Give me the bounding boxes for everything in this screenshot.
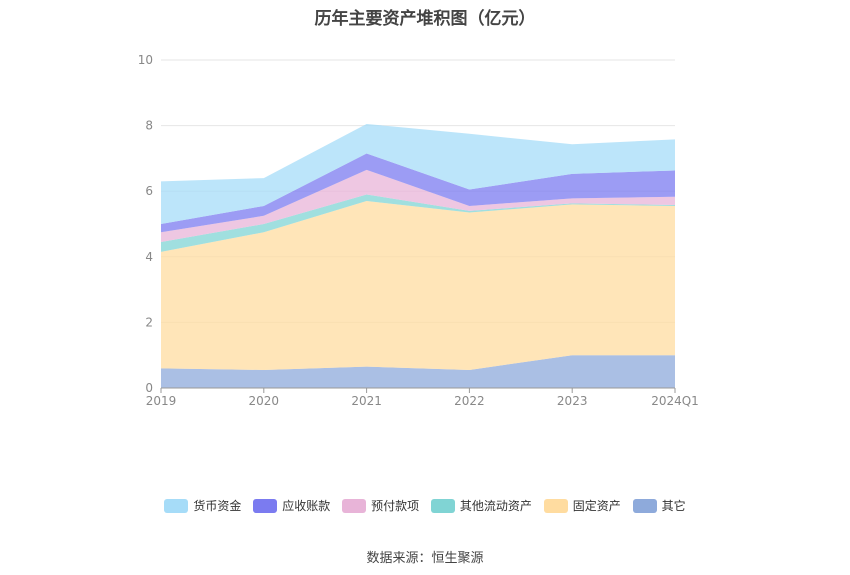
legend-item-fixed-assets[interactable]: 固定资产 [543,497,621,514]
legend-swatch-cash [164,498,189,513]
area-series-0 [161,355,675,388]
legend-label-fixed-assets: 固定资产 [572,499,621,513]
legend-swatch-receivables [253,498,278,513]
y-tick-label: 10 [138,53,153,67]
y-tick-label: 0 [145,381,153,395]
area-series-2 [161,194,675,252]
legend-swatch-prepayments [342,498,367,513]
x-tick-label: 2021 [351,394,382,408]
x-tick-label: 2023 [557,394,588,408]
legend-label-cash: 货币资金 [193,499,242,513]
legend-label-prepayments: 预付款项 [371,499,420,513]
area-series-1 [161,201,675,370]
source-note: 数据来源：恒生聚源 [366,551,484,566]
legend-item-other-current[interactable]: 其他流动资产 [430,497,532,514]
area-series-5 [161,123,675,224]
y-tick-label: 4 [145,250,153,264]
legend-item-receivables[interactable]: 应收账款 [253,497,330,514]
legend-item-prepayments[interactable]: 预付款项 [342,497,419,514]
legend-item-cash[interactable]: 货币资金 [164,497,241,514]
y-tick-label: 2 [145,315,153,329]
x-tick-label: 2022 [454,394,485,408]
legend-label-receivables: 应收账款 [282,499,331,513]
y-tick-label: 6 [145,184,153,198]
legend-swatch-other [632,498,657,513]
legend-swatch-other-current [430,498,455,513]
legend-item-other[interactable]: 其它 [632,497,686,514]
x-tick-label: 2020 [249,394,280,408]
legend-swatch-fixed-assets [543,498,568,513]
chart-title: 历年主要资产堆积图（亿元） [314,9,536,29]
y-tick-label: 8 [145,119,153,133]
legend-label-other: 其它 [661,499,686,513]
x-tick-label: 2024Q1 [651,394,699,408]
area-series-4 [161,153,675,233]
legend-label-other-current: 其他流动资产 [459,499,532,513]
x-tick-label: 2019 [146,394,177,408]
legend: 货币资金 应收账款 预付款项 其他流动资产 固定资产 其它 [0,497,850,516]
